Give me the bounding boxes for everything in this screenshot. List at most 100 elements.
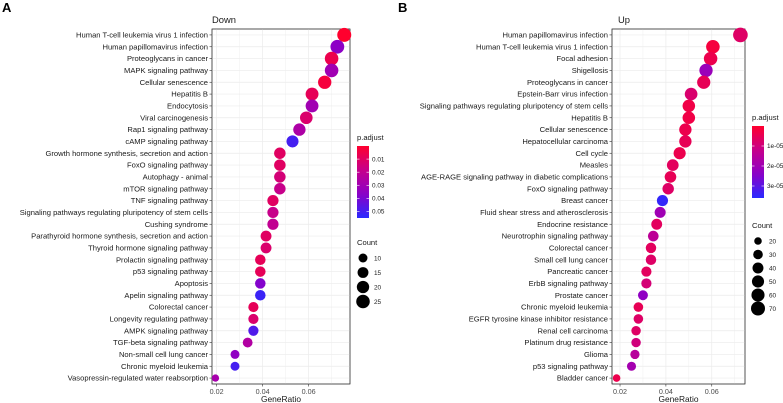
data-point — [318, 75, 332, 89]
data-point — [230, 361, 240, 371]
size-legend-circle — [751, 301, 765, 316]
color-legend-label: 3e-05 — [767, 183, 783, 190]
y-tick-label: Hepatitis B — [571, 113, 608, 122]
x-tick-label: 0.04 — [659, 387, 673, 396]
data-point — [664, 171, 677, 183]
y-tick-label: Epstein-Barr virus infection — [517, 90, 608, 99]
panel-title: Down — [212, 14, 236, 25]
data-point — [255, 289, 266, 301]
data-point — [293, 123, 306, 136]
size-legend-label: 50 — [769, 279, 777, 286]
y-tick-label: Cellular senescence — [140, 78, 208, 87]
size-legend-circle — [751, 288, 765, 302]
y-tick-label: AMPK signaling pathway — [124, 326, 208, 335]
y-tick-label: Proteoglycans in cancer — [527, 78, 609, 87]
color-legend-label: 1e-05 — [767, 143, 783, 150]
y-tick-label: Vasopressin-regulated water reabsorption — [68, 374, 208, 383]
data-point — [267, 218, 279, 230]
y-tick-label: Prostate cancer — [555, 291, 609, 300]
size-legend-label: 20 — [374, 284, 382, 291]
x-tick-label: 0.06 — [705, 387, 719, 396]
color-legend-label: 2e-05 — [767, 163, 783, 170]
y-tick-label: p53 signaling pathway — [533, 362, 608, 371]
data-point — [641, 278, 652, 289]
size-legend-circle — [751, 275, 765, 288]
y-tick-label: Apoptosis — [175, 279, 209, 288]
data-point — [612, 374, 621, 382]
data-point — [274, 171, 286, 183]
plot-panel — [611, 28, 746, 385]
data-point — [248, 313, 259, 325]
size-legend-circle — [753, 249, 763, 260]
size-legend-circle — [356, 294, 370, 309]
color-legend-label: 0.04 — [372, 196, 385, 203]
data-point — [274, 183, 286, 195]
y-tick-label: Autophagy - animal — [143, 173, 209, 182]
y-tick-label: Small cell lung cancer — [534, 255, 608, 264]
data-point — [300, 111, 313, 125]
data-point — [697, 75, 711, 89]
y-tick-label: Human papillomavirus infection — [102, 42, 208, 51]
y-tick-label: Parathyroid hormone synthesis, secretion… — [31, 232, 208, 241]
y-tick-label: FoxO signaling pathway — [527, 184, 608, 193]
y-tick-label: Human papillomavirus infection — [502, 31, 608, 40]
y-tick-label: Renal cell carcinoma — [538, 326, 609, 335]
y-tick-label: FoxO signaling pathway — [127, 161, 208, 170]
data-point — [631, 326, 641, 336]
plot-border — [211, 28, 351, 385]
color-legend-bar — [357, 146, 369, 218]
x-tick-label: 0.02 — [613, 387, 627, 396]
data-point — [703, 51, 718, 66]
y-tick-label: cAMP signaling pathway — [125, 137, 208, 146]
y-tick-label: Fluid shear stress and atherosclerosis — [480, 208, 608, 217]
data-point — [267, 194, 279, 207]
panel-letter: B — [398, 0, 407, 15]
y-tick-label: Growth hormone synthesis, secretion and … — [45, 149, 208, 158]
y-tick-label: Non-small cell lung cancer — [119, 350, 209, 359]
data-point — [260, 230, 272, 242]
x-tick-label: 0.06 — [302, 387, 316, 396]
size-legend-label: 10 — [374, 255, 382, 262]
size-legend-circle — [754, 237, 762, 245]
color-legend-label: 0.03 — [372, 182, 385, 189]
panel-b: B Up Human papillomavirus infection Human T… — [398, 0, 783, 403]
y-tick-label: Proteoglycans in cancer — [127, 54, 209, 63]
data-point — [645, 254, 657, 265]
y-tick-label: Colorectal cancer — [149, 303, 209, 312]
x-tick-label: 0.04 — [256, 387, 270, 396]
data-point — [330, 39, 345, 54]
data-point — [305, 99, 319, 113]
data-point — [633, 314, 644, 324]
data-point — [654, 206, 666, 218]
data-point — [324, 63, 339, 78]
y-tick-label: Thyroid hormone signaling pathway — [88, 244, 208, 253]
y-tick-label: Cellular senescence — [540, 125, 608, 134]
y-tick-label: Human T-cell leukemia virus 1 infection — [476, 42, 608, 51]
y-tick-label: Endocytosis — [167, 102, 208, 111]
data-point — [662, 183, 674, 195]
data-point — [673, 147, 686, 160]
data-point — [267, 206, 279, 219]
x-axis-title: GeneRatio — [261, 394, 301, 403]
y-tick-label: Pancreatic cancer — [547, 267, 608, 276]
data-point — [679, 123, 692, 136]
size-legend-label: 30 — [769, 252, 777, 259]
x-tick-label: 0.02 — [210, 387, 224, 396]
panel-a: A Down Human T-cell leukemia virus 1 infec… — [2, 0, 385, 403]
size-legend-circle — [356, 280, 370, 294]
data-point — [286, 135, 299, 148]
data-point — [656, 195, 669, 207]
data-point — [684, 87, 698, 101]
data-point — [305, 87, 319, 101]
y-tick-label: Longevity regulating pathway — [110, 315, 209, 324]
y-tick-label: TNF signaling pathway — [131, 196, 208, 205]
y-tick-label: Colorectal cancer — [549, 244, 609, 253]
data-point — [631, 337, 641, 348]
size-legend-label: 60 — [769, 292, 777, 299]
data-point — [733, 27, 748, 43]
data-point — [324, 51, 339, 66]
data-point — [248, 325, 259, 336]
size-legend-circle — [752, 262, 764, 274]
data-point — [651, 218, 663, 230]
